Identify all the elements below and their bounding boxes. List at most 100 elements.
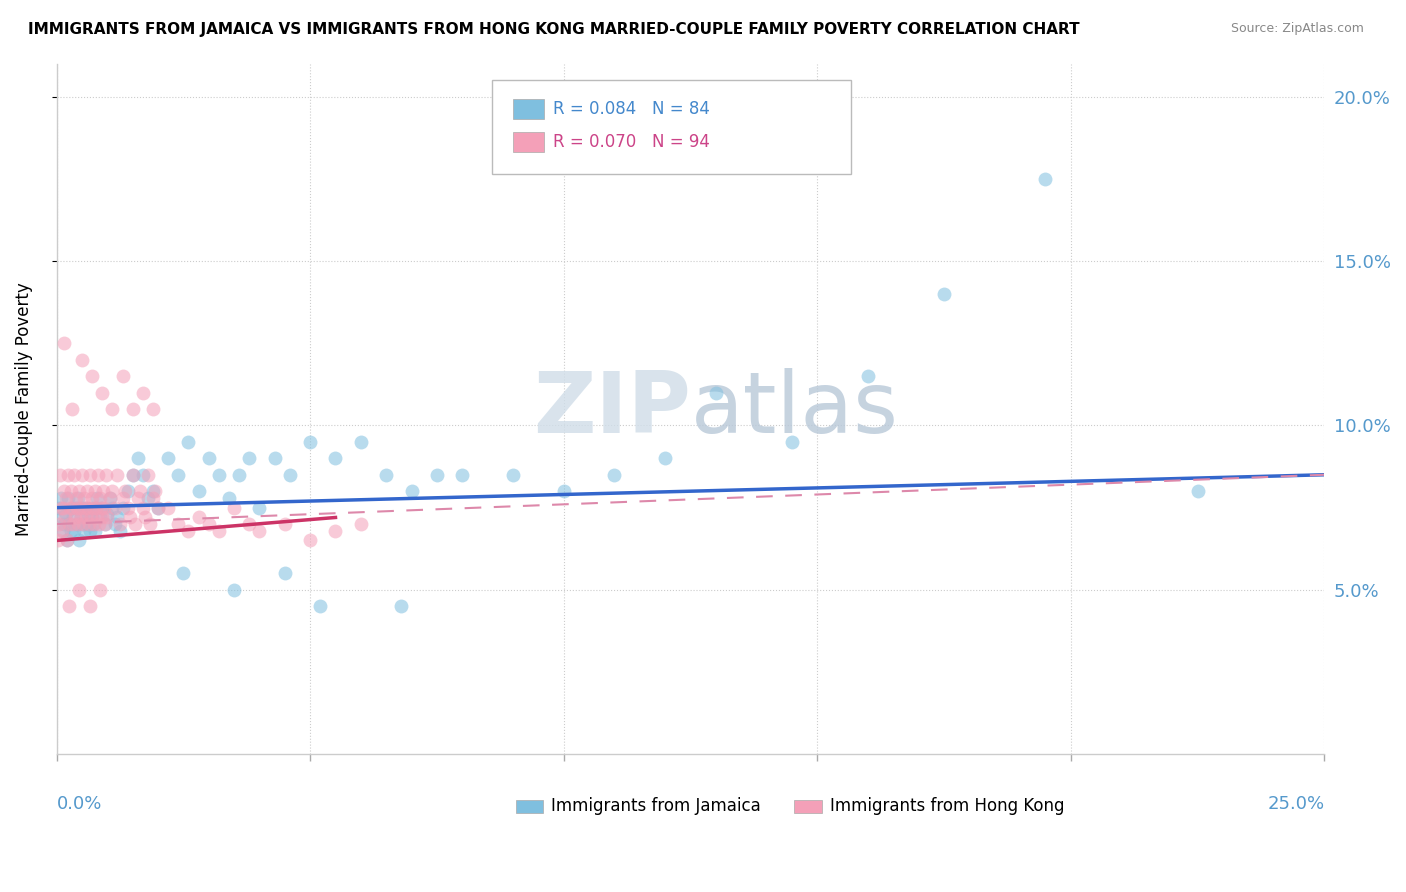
Point — [120, 510, 142, 524]
Point — [49, 491, 72, 505]
Point — [73, 524, 96, 538]
Point — [132, 467, 155, 482]
Point — [46, 533, 69, 548]
Point — [73, 500, 96, 515]
Point — [177, 524, 200, 538]
Point — [70, 500, 93, 515]
Point — [111, 500, 134, 515]
Point — [136, 491, 159, 505]
Point — [82, 500, 104, 515]
Point — [1187, 484, 1209, 499]
Point — [654, 451, 676, 466]
Point — [89, 491, 111, 505]
Point — [67, 484, 90, 499]
Point — [66, 491, 89, 505]
Point — [121, 467, 143, 482]
Point — [278, 467, 301, 482]
Bar — [794, 800, 823, 813]
Point — [309, 599, 332, 614]
Point — [55, 533, 77, 548]
Point — [51, 510, 73, 524]
Point — [82, 369, 104, 384]
Point — [84, 484, 107, 499]
Point — [391, 599, 413, 614]
Point — [62, 510, 84, 524]
Point — [91, 484, 114, 499]
Text: Source: ZipAtlas.com: Source: ZipAtlas.com — [1230, 22, 1364, 36]
Point — [104, 517, 127, 532]
Point — [89, 510, 111, 524]
Point — [274, 566, 297, 581]
Point — [121, 467, 143, 482]
Point — [96, 510, 118, 524]
Point — [49, 500, 72, 515]
Point — [82, 517, 104, 532]
Point — [53, 510, 76, 524]
Point — [172, 566, 194, 581]
Point — [101, 402, 124, 417]
Point — [274, 517, 297, 532]
Point — [325, 524, 347, 538]
Point — [325, 451, 347, 466]
Point — [145, 484, 167, 499]
Point — [208, 524, 231, 538]
Point — [124, 517, 146, 532]
Point — [84, 500, 107, 515]
Point — [79, 524, 101, 538]
Point — [49, 467, 72, 482]
Point — [53, 336, 76, 351]
Text: Immigrants from Hong Kong: Immigrants from Hong Kong — [830, 797, 1064, 814]
Point — [780, 434, 803, 449]
Point — [350, 434, 373, 449]
Point — [107, 467, 129, 482]
Point — [59, 484, 82, 499]
Point — [77, 517, 100, 532]
Point — [129, 484, 152, 499]
Point — [127, 491, 149, 505]
Point — [63, 467, 86, 482]
Point — [401, 484, 423, 499]
Point — [89, 517, 111, 532]
Point — [60, 402, 83, 417]
Point — [136, 467, 159, 482]
Point — [451, 467, 474, 482]
Point — [101, 484, 124, 499]
Point — [55, 507, 77, 521]
Point — [263, 451, 285, 466]
Point — [177, 434, 200, 449]
Point — [82, 491, 104, 505]
Point — [48, 517, 70, 532]
Point — [101, 500, 124, 515]
Point — [96, 507, 118, 521]
Text: IMMIGRANTS FROM JAMAICA VS IMMIGRANTS FROM HONG KONG MARRIED-COUPLE FAMILY POVER: IMMIGRANTS FROM JAMAICA VS IMMIGRANTS FR… — [28, 22, 1080, 37]
Point — [142, 484, 165, 499]
Point — [98, 491, 121, 505]
Point — [94, 517, 117, 532]
Point — [60, 500, 83, 515]
Point — [67, 533, 90, 548]
Point — [238, 451, 260, 466]
Point — [66, 517, 89, 532]
Point — [108, 517, 131, 532]
Text: 25.0%: 25.0% — [1267, 796, 1324, 814]
Point — [79, 599, 101, 614]
Point — [197, 517, 219, 532]
Text: R = 0.084   N = 84: R = 0.084 N = 84 — [553, 100, 710, 118]
Point — [55, 533, 77, 548]
Point — [90, 500, 112, 515]
Text: 0.0%: 0.0% — [56, 796, 103, 814]
Point — [83, 524, 105, 538]
Point — [76, 484, 98, 499]
Point — [86, 510, 108, 524]
Point — [66, 500, 89, 515]
Point — [96, 467, 118, 482]
Text: R = 0.070   N = 94: R = 0.070 N = 94 — [553, 133, 710, 151]
Point — [187, 510, 209, 524]
Point — [553, 484, 575, 499]
Point — [104, 500, 127, 515]
Point — [56, 491, 79, 505]
Point — [93, 500, 115, 515]
Point — [55, 491, 77, 505]
Point — [238, 517, 260, 532]
Point — [142, 402, 165, 417]
